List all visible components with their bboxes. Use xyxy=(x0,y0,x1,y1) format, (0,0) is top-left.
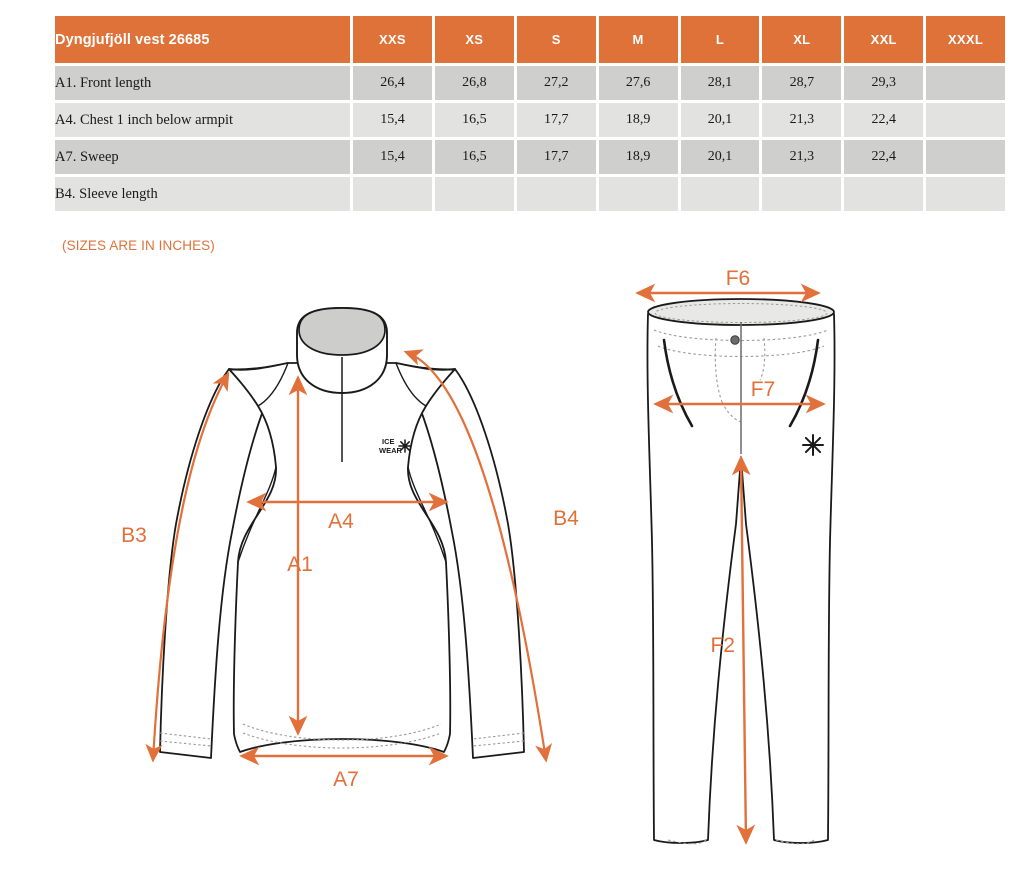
measurement-value: 18,9 xyxy=(598,103,678,137)
measurement-label: A4. Chest 1 inch below armpit xyxy=(55,103,350,137)
size-column-header-l: L xyxy=(680,16,760,63)
size-column-header-m: M xyxy=(598,16,678,63)
measurement-value xyxy=(926,140,1005,174)
measurement-value: 29,3 xyxy=(844,66,924,100)
measurement-value: 15,4 xyxy=(353,103,432,137)
size-column-header-xxs: XXS xyxy=(353,16,432,63)
measurement-value: 20,1 xyxy=(680,140,760,174)
size-chart-table: Dyngjufjöll vest 26685 XXS XS S M L XL X… xyxy=(52,13,1008,214)
b3-label: B3 xyxy=(121,524,147,547)
table-row: A4. Chest 1 inch below armpit 15,4 16,5 … xyxy=(55,103,1005,137)
measurement-value xyxy=(516,177,596,211)
measurement-value: 18,9 xyxy=(598,140,678,174)
b4-label: B4 xyxy=(553,507,579,530)
f2-arrow xyxy=(731,455,756,845)
measurement-value xyxy=(353,177,432,211)
snowflake-icon xyxy=(802,434,824,456)
measurement-value: 26,8 xyxy=(434,66,514,100)
a7-label: A7 xyxy=(333,768,359,791)
measurement-value: 21,3 xyxy=(762,103,842,137)
collar xyxy=(296,307,388,394)
measurement-value: 21,3 xyxy=(762,140,842,174)
measurement-value: 28,7 xyxy=(762,66,842,100)
a1-label: A1 xyxy=(287,553,313,576)
fly-curve-stitch xyxy=(721,401,742,423)
dimension-f7: F7 xyxy=(653,378,826,414)
trousers-illustration: F6 F7 F2 xyxy=(635,267,836,845)
measurement-value: 28,1 xyxy=(680,66,760,100)
measurement-value: 22,4 xyxy=(844,140,924,174)
brand-logo-line2: WEAR xyxy=(379,446,402,455)
measurement-value: 15,4 xyxy=(353,140,432,174)
f7-label: F7 xyxy=(751,378,776,401)
waistband-opening xyxy=(647,298,835,326)
right-hem-stitch xyxy=(775,839,815,845)
measurement-value: 16,5 xyxy=(434,140,514,174)
size-column-header-xxl: XXL xyxy=(844,16,924,63)
table-row: B4. Sleeve length xyxy=(55,177,1005,211)
measurement-value: 16,5 xyxy=(434,103,514,137)
measurement-label: A7. Sweep xyxy=(55,140,350,174)
left-shoulder-seam xyxy=(228,362,289,370)
hem-stitch-upper xyxy=(242,723,442,741)
measurement-value: 20,1 xyxy=(680,103,760,137)
measurement-value: 26,4 xyxy=(353,66,432,100)
snowflake-icon xyxy=(398,439,412,453)
measurement-diagrams: ICE WEAR A4 A1 xyxy=(0,262,1031,882)
trousers-body xyxy=(646,305,836,844)
dimension-f2: F2 xyxy=(710,455,756,845)
size-column-header-s: S xyxy=(516,16,596,63)
measurement-value: 22,4 xyxy=(844,103,924,137)
dimension-a1: A1 xyxy=(287,375,313,736)
measurement-label: A1. Front length xyxy=(55,66,350,100)
units-note: (SIZES ARE IN INCHES) xyxy=(62,238,215,253)
b4-arrow xyxy=(403,349,553,763)
measurement-value xyxy=(598,177,678,211)
table-body: A1. Front length 26,4 26,8 27,2 27,6 28,… xyxy=(55,66,1005,211)
table-row: A1. Front length 26,4 26,8 27,2 27,6 28,… xyxy=(55,66,1005,100)
f2-label: F2 xyxy=(710,634,735,657)
right-pocket-seam xyxy=(788,338,820,428)
size-column-header-xl: XL xyxy=(762,16,842,63)
hem-stitch-lower xyxy=(242,732,442,749)
measurement-value: 27,6 xyxy=(598,66,678,100)
left-hem-stitch xyxy=(667,839,707,845)
product-title-header: Dyngjufjöll vest 26685 xyxy=(55,16,350,63)
table-header: Dyngjufjöll vest 26685 XXS XS S M L XL X… xyxy=(55,16,1005,63)
left-raglan-seam xyxy=(257,362,289,407)
measurement-value: 27,2 xyxy=(516,66,596,100)
b3-arrow xyxy=(145,371,230,763)
measurement-value xyxy=(434,177,514,211)
f6-label: F6 xyxy=(726,267,751,290)
collar-inner-opening xyxy=(298,307,386,356)
measurement-value xyxy=(926,66,1005,100)
measurement-value xyxy=(926,177,1005,211)
dimension-a7: A7 xyxy=(239,746,449,791)
waistband xyxy=(647,298,835,326)
pullover-illustration: ICE WEAR A4 A1 xyxy=(121,307,579,791)
size-column-header-xs: XS xyxy=(434,16,514,63)
measurement-label: B4. Sleeve length xyxy=(55,177,350,211)
measurement-value xyxy=(926,103,1005,137)
measurement-value xyxy=(844,177,924,211)
left-pocket-seam xyxy=(662,338,694,428)
size-column-header-xxxl: XXXL xyxy=(926,16,1005,63)
trousers-outline xyxy=(646,305,836,844)
measurement-value: 17,7 xyxy=(516,103,596,137)
measurement-value: 17,7 xyxy=(516,140,596,174)
dimension-b3: B3 xyxy=(121,371,230,763)
measurement-value xyxy=(680,177,760,211)
dimension-b4: B4 xyxy=(403,349,579,763)
dimension-f6: F6 xyxy=(635,267,821,303)
hem-stitching xyxy=(242,723,442,749)
table-header-row: Dyngjufjöll vest 26685 XXS XS S M L XL X… xyxy=(55,16,1005,63)
brand-logo-line1: ICE xyxy=(382,437,395,446)
table-row: A7. Sweep 15,4 16,5 17,7 18,9 20,1 21,3 … xyxy=(55,140,1005,174)
measurement-value xyxy=(762,177,842,211)
waist-button-icon xyxy=(730,335,740,345)
a4-label: A4 xyxy=(328,510,354,533)
pockets xyxy=(662,338,820,428)
size-chart-table-container: Dyngjufjöll vest 26685 XXS XS S M L XL X… xyxy=(55,16,1011,211)
waistband-bottom-stitch xyxy=(653,329,829,342)
